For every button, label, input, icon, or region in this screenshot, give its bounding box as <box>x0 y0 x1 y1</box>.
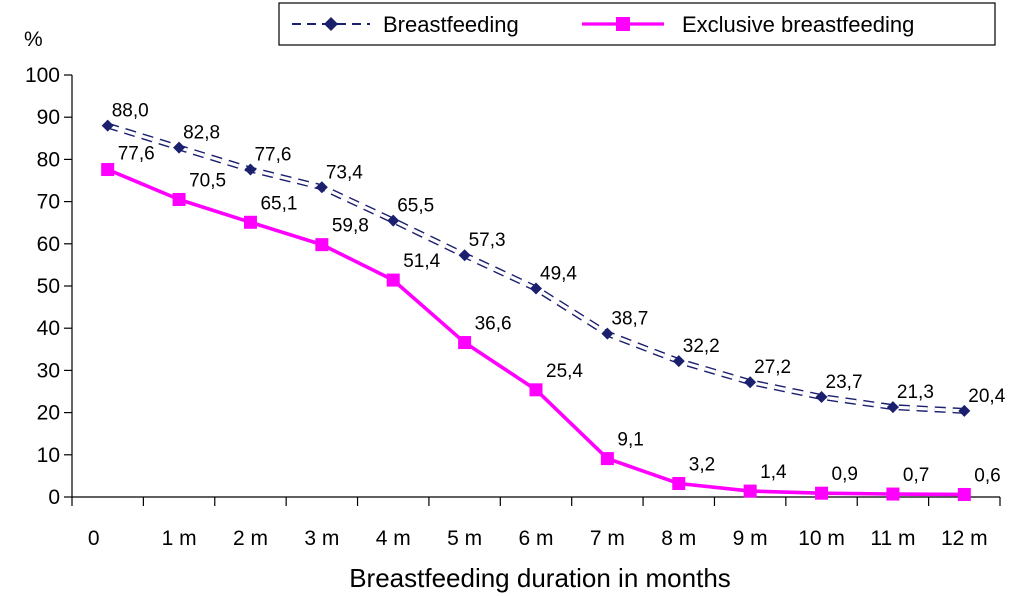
breastfeeding-data-label: 77,6 <box>254 145 291 166</box>
legend-exclusive-breastfeeding-label: Exclusive breastfeeding <box>682 12 914 37</box>
chart-legend: Breastfeeding Exclusive breastfeeding <box>278 2 996 46</box>
exclusive-breastfeeding-point <box>529 383 543 397</box>
exclusive-breastfeeding-point <box>243 215 257 229</box>
y-tick-label: 70 <box>37 191 60 214</box>
breastfeeding-data-label: 88,0 <box>112 101 149 122</box>
y-tick-label: 30 <box>37 359 60 382</box>
exclusive-breastfeeding-point <box>101 163 115 177</box>
y-tick-label: 60 <box>37 233 60 256</box>
plot-series: 88,0 82,8 77,6 73,4 65,5 57,3 49,4 38,7 32,2 27,2… <box>101 101 1006 501</box>
breastfeeding-point <box>244 163 257 176</box>
x-tick-label: 11 m <box>870 527 915 550</box>
exclusive-breastfeeding-point <box>458 336 472 350</box>
exclusive-breastfeeding-data-label: 3,2 <box>689 454 715 475</box>
series-breastfeeding-line <box>106 122 965 414</box>
x-tick-label: 2 m <box>233 527 268 550</box>
breastfeeding-point <box>958 404 971 417</box>
x-tick-label: 6 m <box>518 527 553 550</box>
breastfeeding-point <box>101 119 114 132</box>
x-tick-label: 12 m <box>941 527 988 550</box>
x-tick-label: 5 m <box>447 527 482 550</box>
exclusive-breastfeeding-point <box>315 238 329 252</box>
exclusive-breastfeeding-data-label: 9,1 <box>617 430 643 451</box>
exclusive-breastfeeding-data-label: 1,4 <box>760 462 787 483</box>
breastfeeding-point <box>672 355 685 368</box>
x-tick-label: 7 m <box>590 527 625 550</box>
breastfeeding-point <box>815 390 828 403</box>
exclusive-breastfeeding-point <box>172 192 186 206</box>
exclusive-breastfeeding-data-label: 51,4 <box>403 251 440 272</box>
exclusive-breastfeeding-data-label: 59,8 <box>332 216 369 237</box>
breastfeeding-data-label: 49,4 <box>540 264 577 285</box>
x-axis-title: Breastfeeding duration in months <box>349 563 731 593</box>
breastfeeding-data-label: 32,2 <box>683 336 720 357</box>
y-tick-label: 90 <box>37 106 60 129</box>
y-tick-label: 20 <box>37 402 60 425</box>
x-axis: 0 1 m 2 m 3 m 4 m 5 m 6 m 7 m 8 m 9 m 10 m 11 m 12 m <box>71 496 1001 550</box>
exclusive-breastfeeding-data-label: 0,9 <box>832 464 858 485</box>
y-axis-unit-label: % <box>24 28 43 51</box>
breastfeeding-data-label: 57,3 <box>469 230 506 251</box>
y-tick-label: 100 <box>25 64 60 87</box>
exclusive-breastfeeding-data-label: 25,4 <box>546 361 583 382</box>
x-tick-label: 1 m <box>162 527 197 550</box>
exclusive-breastfeeding-data-label: 0,7 <box>903 465 929 486</box>
breastfeeding-data-label: 20,4 <box>968 386 1005 407</box>
y-tick-label: 0 <box>48 486 60 509</box>
breastfeeding-point <box>458 249 471 262</box>
breastfeeding-data-label: 27,2 <box>754 357 791 378</box>
exclusive-breastfeeding-data-label: 36,6 <box>475 314 512 335</box>
x-tick-label: 8 m <box>661 527 696 550</box>
y-tick-label: 40 <box>37 317 60 340</box>
breastfeeding-data-label: 73,4 <box>326 162 363 183</box>
breastfeeding-data-label: 23,7 <box>826 372 863 393</box>
series-exclusive-breastfeeding-line <box>106 167 965 497</box>
x-tick-label: 4 m <box>376 527 411 550</box>
series-breastfeeding-line-inner <box>107 124 965 413</box>
exclusive-breastfeeding-data-label: 77,6 <box>118 144 155 165</box>
exclusive-breastfeeding-data-label: 0,6 <box>974 465 1000 486</box>
y-tick-label: 50 <box>37 275 60 298</box>
series-exclusive-breastfeeding: 77,6 70,5 65,1 59,8 51,4 36,6 25,4 9,1 3,2 1,4 0,9… <box>101 144 1001 501</box>
breastfeeding-point <box>387 214 400 227</box>
x-tick-label: 3 m <box>304 527 339 550</box>
x-tick-label: 9 m <box>733 527 768 550</box>
breastfeeding-point <box>173 141 186 154</box>
y-tick-label: 10 <box>37 444 60 467</box>
breastfeeding-data-label: 38,7 <box>611 309 648 330</box>
legend-breastfeeding-label: Breastfeeding <box>383 12 519 37</box>
exclusive-breastfeeding-point <box>743 484 757 498</box>
breastfeeding-data-label: 21,3 <box>897 382 934 403</box>
exclusive-breastfeeding-point <box>600 452 614 466</box>
exclusive-breastfeeding-point <box>815 486 829 500</box>
breastfeeding-point <box>315 181 328 194</box>
x-tick-label: 0 <box>88 527 100 550</box>
breastfeeding-point <box>886 401 899 414</box>
exclusive-breastfeeding-data-label: 70,5 <box>189 170 226 191</box>
breastfeeding-data-label: 65,5 <box>397 196 434 217</box>
breastfeeding-point <box>744 376 757 389</box>
legend-breastfeeding-marker <box>324 17 338 31</box>
series-breastfeeding: 88,0 82,8 77,6 73,4 65,5 57,3 49,4 38,7 32,2 27,2… <box>101 101 1006 417</box>
breastfeeding-point <box>601 327 614 340</box>
exclusive-breastfeeding-point <box>672 476 686 490</box>
exclusive-breastfeeding-point <box>386 273 400 287</box>
y-axis: 0 10 20 30 40 50 60 70 80 90 100 <box>25 64 73 509</box>
legend-exclusive-breastfeeding-marker <box>616 17 630 31</box>
x-tick-label: 10 m <box>798 527 845 550</box>
exclusive-breastfeeding-point <box>957 487 971 501</box>
breastfeeding-data-label: 82,8 <box>183 123 220 144</box>
exclusive-breastfeeding-data-label: 65,1 <box>260 193 297 214</box>
exclusive-breastfeeding-point <box>886 487 900 501</box>
y-tick-label: 80 <box>37 148 60 171</box>
breastfeeding-point <box>530 282 542 295</box>
